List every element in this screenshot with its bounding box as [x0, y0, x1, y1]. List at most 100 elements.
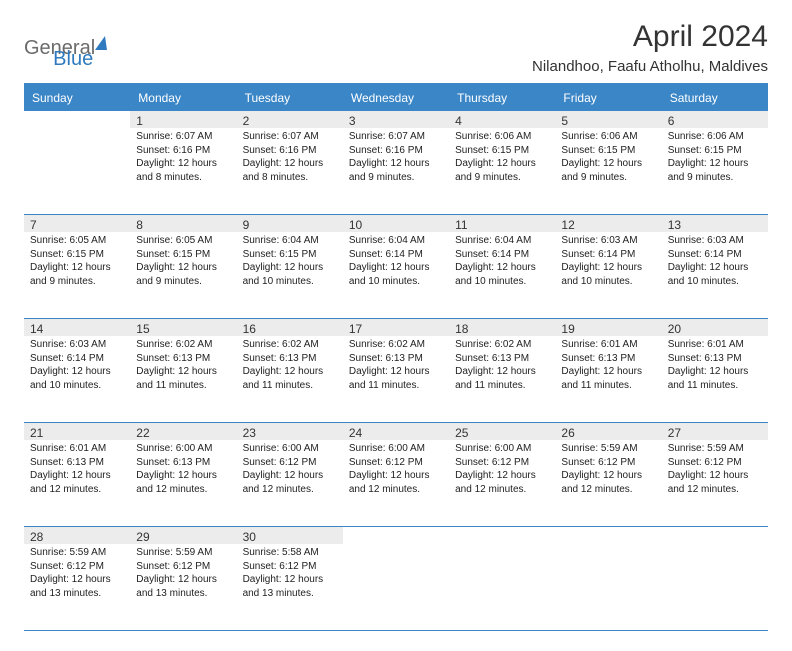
sunrise-text: Sunrise: 6:00 AM: [243, 442, 337, 456]
sunrise-text: Sunrise: 6:04 AM: [349, 234, 443, 248]
day-cell: Sunrise: 6:01 AMSunset: 6:13 PMDaylight:…: [555, 336, 661, 422]
sunrise-text: Sunrise: 6:01 AM: [30, 442, 124, 456]
sunset-text: Sunset: 6:15 PM: [668, 144, 762, 158]
day-number: 18: [449, 319, 555, 336]
day-number: [343, 527, 449, 544]
weekday-header: Thursday: [449, 85, 555, 111]
day-number: 7: [24, 215, 130, 232]
sunrise-text: Sunrise: 6:02 AM: [243, 338, 337, 352]
sunrise-text: Sunrise: 6:04 AM: [243, 234, 337, 248]
weekday-header: Wednesday: [343, 85, 449, 111]
day-cell: Sunrise: 6:06 AMSunset: 6:15 PMDaylight:…: [662, 128, 768, 214]
day-number: 17: [343, 319, 449, 336]
day-number: [662, 527, 768, 544]
daylight-text: Daylight: 12 hours and 10 minutes.: [561, 261, 655, 288]
header: General Blue April 2024 Nilandhoo, Faafu…: [24, 20, 768, 75]
sunrise-text: Sunrise: 6:05 AM: [136, 234, 230, 248]
sunrise-text: Sunrise: 6:00 AM: [349, 442, 443, 456]
day-cell: Sunrise: 6:05 AMSunset: 6:15 PMDaylight:…: [130, 232, 236, 318]
daylight-text: Daylight: 12 hours and 9 minutes.: [561, 157, 655, 184]
day-cell: Sunrise: 6:02 AMSunset: 6:13 PMDaylight:…: [343, 336, 449, 422]
weekday-header: Tuesday: [237, 85, 343, 111]
sunset-text: Sunset: 6:14 PM: [455, 248, 549, 262]
daylight-text: Daylight: 12 hours and 12 minutes.: [455, 469, 549, 496]
logo-text-blue: Blue: [53, 48, 93, 71]
day-cell: Sunrise: 6:03 AMSunset: 6:14 PMDaylight:…: [555, 232, 661, 318]
week-row: Sunrise: 6:07 AMSunset: 6:16 PMDaylight:…: [24, 128, 768, 215]
day-number: 26: [555, 423, 661, 440]
day-number: [449, 527, 555, 544]
day-cell: Sunrise: 6:03 AMSunset: 6:14 PMDaylight:…: [662, 232, 768, 318]
day-number: 30: [237, 527, 343, 544]
daylight-text: Daylight: 12 hours and 13 minutes.: [243, 573, 337, 600]
sunset-text: Sunset: 6:12 PM: [455, 456, 549, 470]
sunset-text: Sunset: 6:13 PM: [668, 352, 762, 366]
daylight-text: Daylight: 12 hours and 12 minutes.: [561, 469, 655, 496]
logo-mark-icon: [95, 36, 107, 50]
sunset-text: Sunset: 6:16 PM: [243, 144, 337, 158]
sunset-text: Sunset: 6:15 PM: [30, 248, 124, 262]
sunset-text: Sunset: 6:13 PM: [561, 352, 655, 366]
day-cell: [662, 544, 768, 630]
month-title: April 2024: [532, 20, 768, 54]
sunset-text: Sunset: 6:12 PM: [668, 456, 762, 470]
day-cell: Sunrise: 6:04 AMSunset: 6:15 PMDaylight:…: [237, 232, 343, 318]
day-cell: Sunrise: 6:01 AMSunset: 6:13 PMDaylight:…: [24, 440, 130, 526]
sunset-text: Sunset: 6:15 PM: [561, 144, 655, 158]
daylight-text: Daylight: 12 hours and 8 minutes.: [243, 157, 337, 184]
day-number: 23: [237, 423, 343, 440]
sunrise-text: Sunrise: 6:06 AM: [455, 130, 549, 144]
weekday-row: Sunday Monday Tuesday Wednesday Thursday…: [24, 85, 768, 111]
day-number: 21: [24, 423, 130, 440]
daylight-text: Daylight: 12 hours and 10 minutes.: [455, 261, 549, 288]
day-number: 25: [449, 423, 555, 440]
sunset-text: Sunset: 6:16 PM: [136, 144, 230, 158]
day-number: 27: [662, 423, 768, 440]
day-number: [555, 527, 661, 544]
sunrise-text: Sunrise: 6:07 AM: [136, 130, 230, 144]
sunset-text: Sunset: 6:14 PM: [668, 248, 762, 262]
week-row: Sunrise: 5:59 AMSunset: 6:12 PMDaylight:…: [24, 544, 768, 631]
sunrise-text: Sunrise: 6:06 AM: [668, 130, 762, 144]
sunset-text: Sunset: 6:15 PM: [136, 248, 230, 262]
day-cell: Sunrise: 6:00 AMSunset: 6:12 PMDaylight:…: [449, 440, 555, 526]
sunrise-text: Sunrise: 5:58 AM: [243, 546, 337, 560]
day-cell: Sunrise: 6:00 AMSunset: 6:12 PMDaylight:…: [237, 440, 343, 526]
sunrise-text: Sunrise: 5:59 AM: [30, 546, 124, 560]
day-number: 20: [662, 319, 768, 336]
daylight-text: Daylight: 12 hours and 8 minutes.: [136, 157, 230, 184]
sunrise-text: Sunrise: 6:07 AM: [349, 130, 443, 144]
daylight-text: Daylight: 12 hours and 11 minutes.: [668, 365, 762, 392]
calendar: Sunday Monday Tuesday Wednesday Thursday…: [24, 83, 768, 631]
day-number: 29: [130, 527, 236, 544]
sunset-text: Sunset: 6:12 PM: [136, 560, 230, 574]
sunrise-text: Sunrise: 6:03 AM: [668, 234, 762, 248]
day-cell: Sunrise: 5:59 AMSunset: 6:12 PMDaylight:…: [555, 440, 661, 526]
day-number: [24, 111, 130, 128]
daylight-text: Daylight: 12 hours and 12 minutes.: [349, 469, 443, 496]
day-number: 1: [130, 111, 236, 128]
sunrise-text: Sunrise: 6:03 AM: [561, 234, 655, 248]
day-number: 22: [130, 423, 236, 440]
sunrise-text: Sunrise: 5:59 AM: [561, 442, 655, 456]
daylight-text: Daylight: 12 hours and 11 minutes.: [455, 365, 549, 392]
sunset-text: Sunset: 6:13 PM: [136, 456, 230, 470]
sunset-text: Sunset: 6:13 PM: [136, 352, 230, 366]
title-block: April 2024 Nilandhoo, Faafu Atholhu, Mal…: [532, 20, 768, 75]
day-cell: Sunrise: 5:59 AMSunset: 6:12 PMDaylight:…: [662, 440, 768, 526]
day-cell: Sunrise: 6:00 AMSunset: 6:12 PMDaylight:…: [343, 440, 449, 526]
day-cell: [24, 128, 130, 214]
day-cell: Sunrise: 5:59 AMSunset: 6:12 PMDaylight:…: [24, 544, 130, 630]
sunrise-text: Sunrise: 6:00 AM: [455, 442, 549, 456]
day-number: 12: [555, 215, 661, 232]
day-number: 4: [449, 111, 555, 128]
daylight-text: Daylight: 12 hours and 13 minutes.: [136, 573, 230, 600]
day-cell: Sunrise: 6:07 AMSunset: 6:16 PMDaylight:…: [237, 128, 343, 214]
sunset-text: Sunset: 6:13 PM: [243, 352, 337, 366]
day-cell: Sunrise: 6:01 AMSunset: 6:13 PMDaylight:…: [662, 336, 768, 422]
sunset-text: Sunset: 6:12 PM: [561, 456, 655, 470]
sunset-text: Sunset: 6:14 PM: [561, 248, 655, 262]
sunset-text: Sunset: 6:15 PM: [243, 248, 337, 262]
sunset-text: Sunset: 6:12 PM: [30, 560, 124, 574]
day-number: 10: [343, 215, 449, 232]
